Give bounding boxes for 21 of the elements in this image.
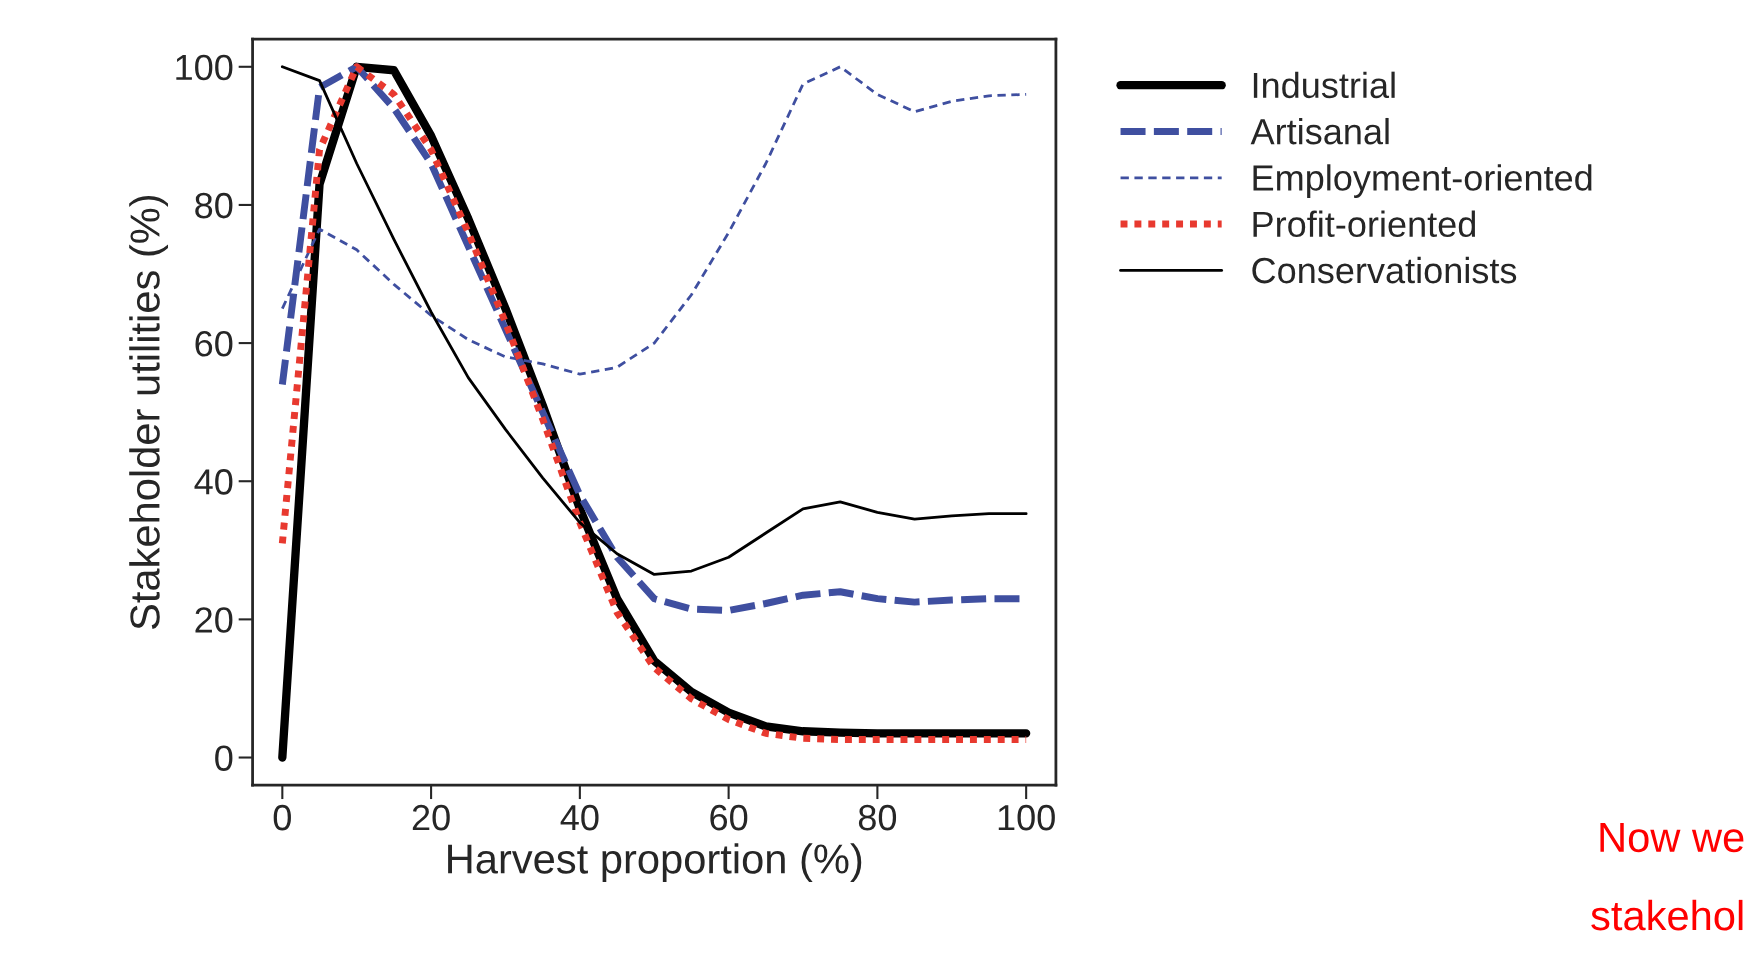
y-axis-title: Stakeholder utilities (%) xyxy=(129,195,169,630)
legend-label: Industrial xyxy=(1253,71,1395,99)
y-tick-label: 60 xyxy=(195,330,233,357)
y-tick-label: 0 xyxy=(215,745,233,771)
y-tick-label: 40 xyxy=(194,469,233,495)
legend-label: Conservationists xyxy=(1252,256,1517,284)
legend-label: Employment-oriented xyxy=(1253,164,1592,198)
legend-label: Profit-oriented xyxy=(1253,210,1476,238)
x-axis-title: Harvest proportion (%) xyxy=(448,843,862,882)
x-tick-label: 100 xyxy=(998,804,1055,831)
x-tick-label: 20 xyxy=(412,804,450,831)
text: Now we xyxy=(1600,823,1744,853)
x-tick-label: 60 xyxy=(710,804,748,831)
x-tick-label: 80 xyxy=(858,804,897,831)
text: stakehol xyxy=(1591,899,1743,931)
x-tick-label: 0 xyxy=(273,804,291,831)
y-tick-label: 100 xyxy=(176,54,233,81)
y-tick-label: 80 xyxy=(195,192,233,219)
legend-label: Artisanal xyxy=(1250,117,1389,145)
x-tick-label: 40 xyxy=(560,804,599,831)
y-tick-label: 20 xyxy=(195,607,233,633)
